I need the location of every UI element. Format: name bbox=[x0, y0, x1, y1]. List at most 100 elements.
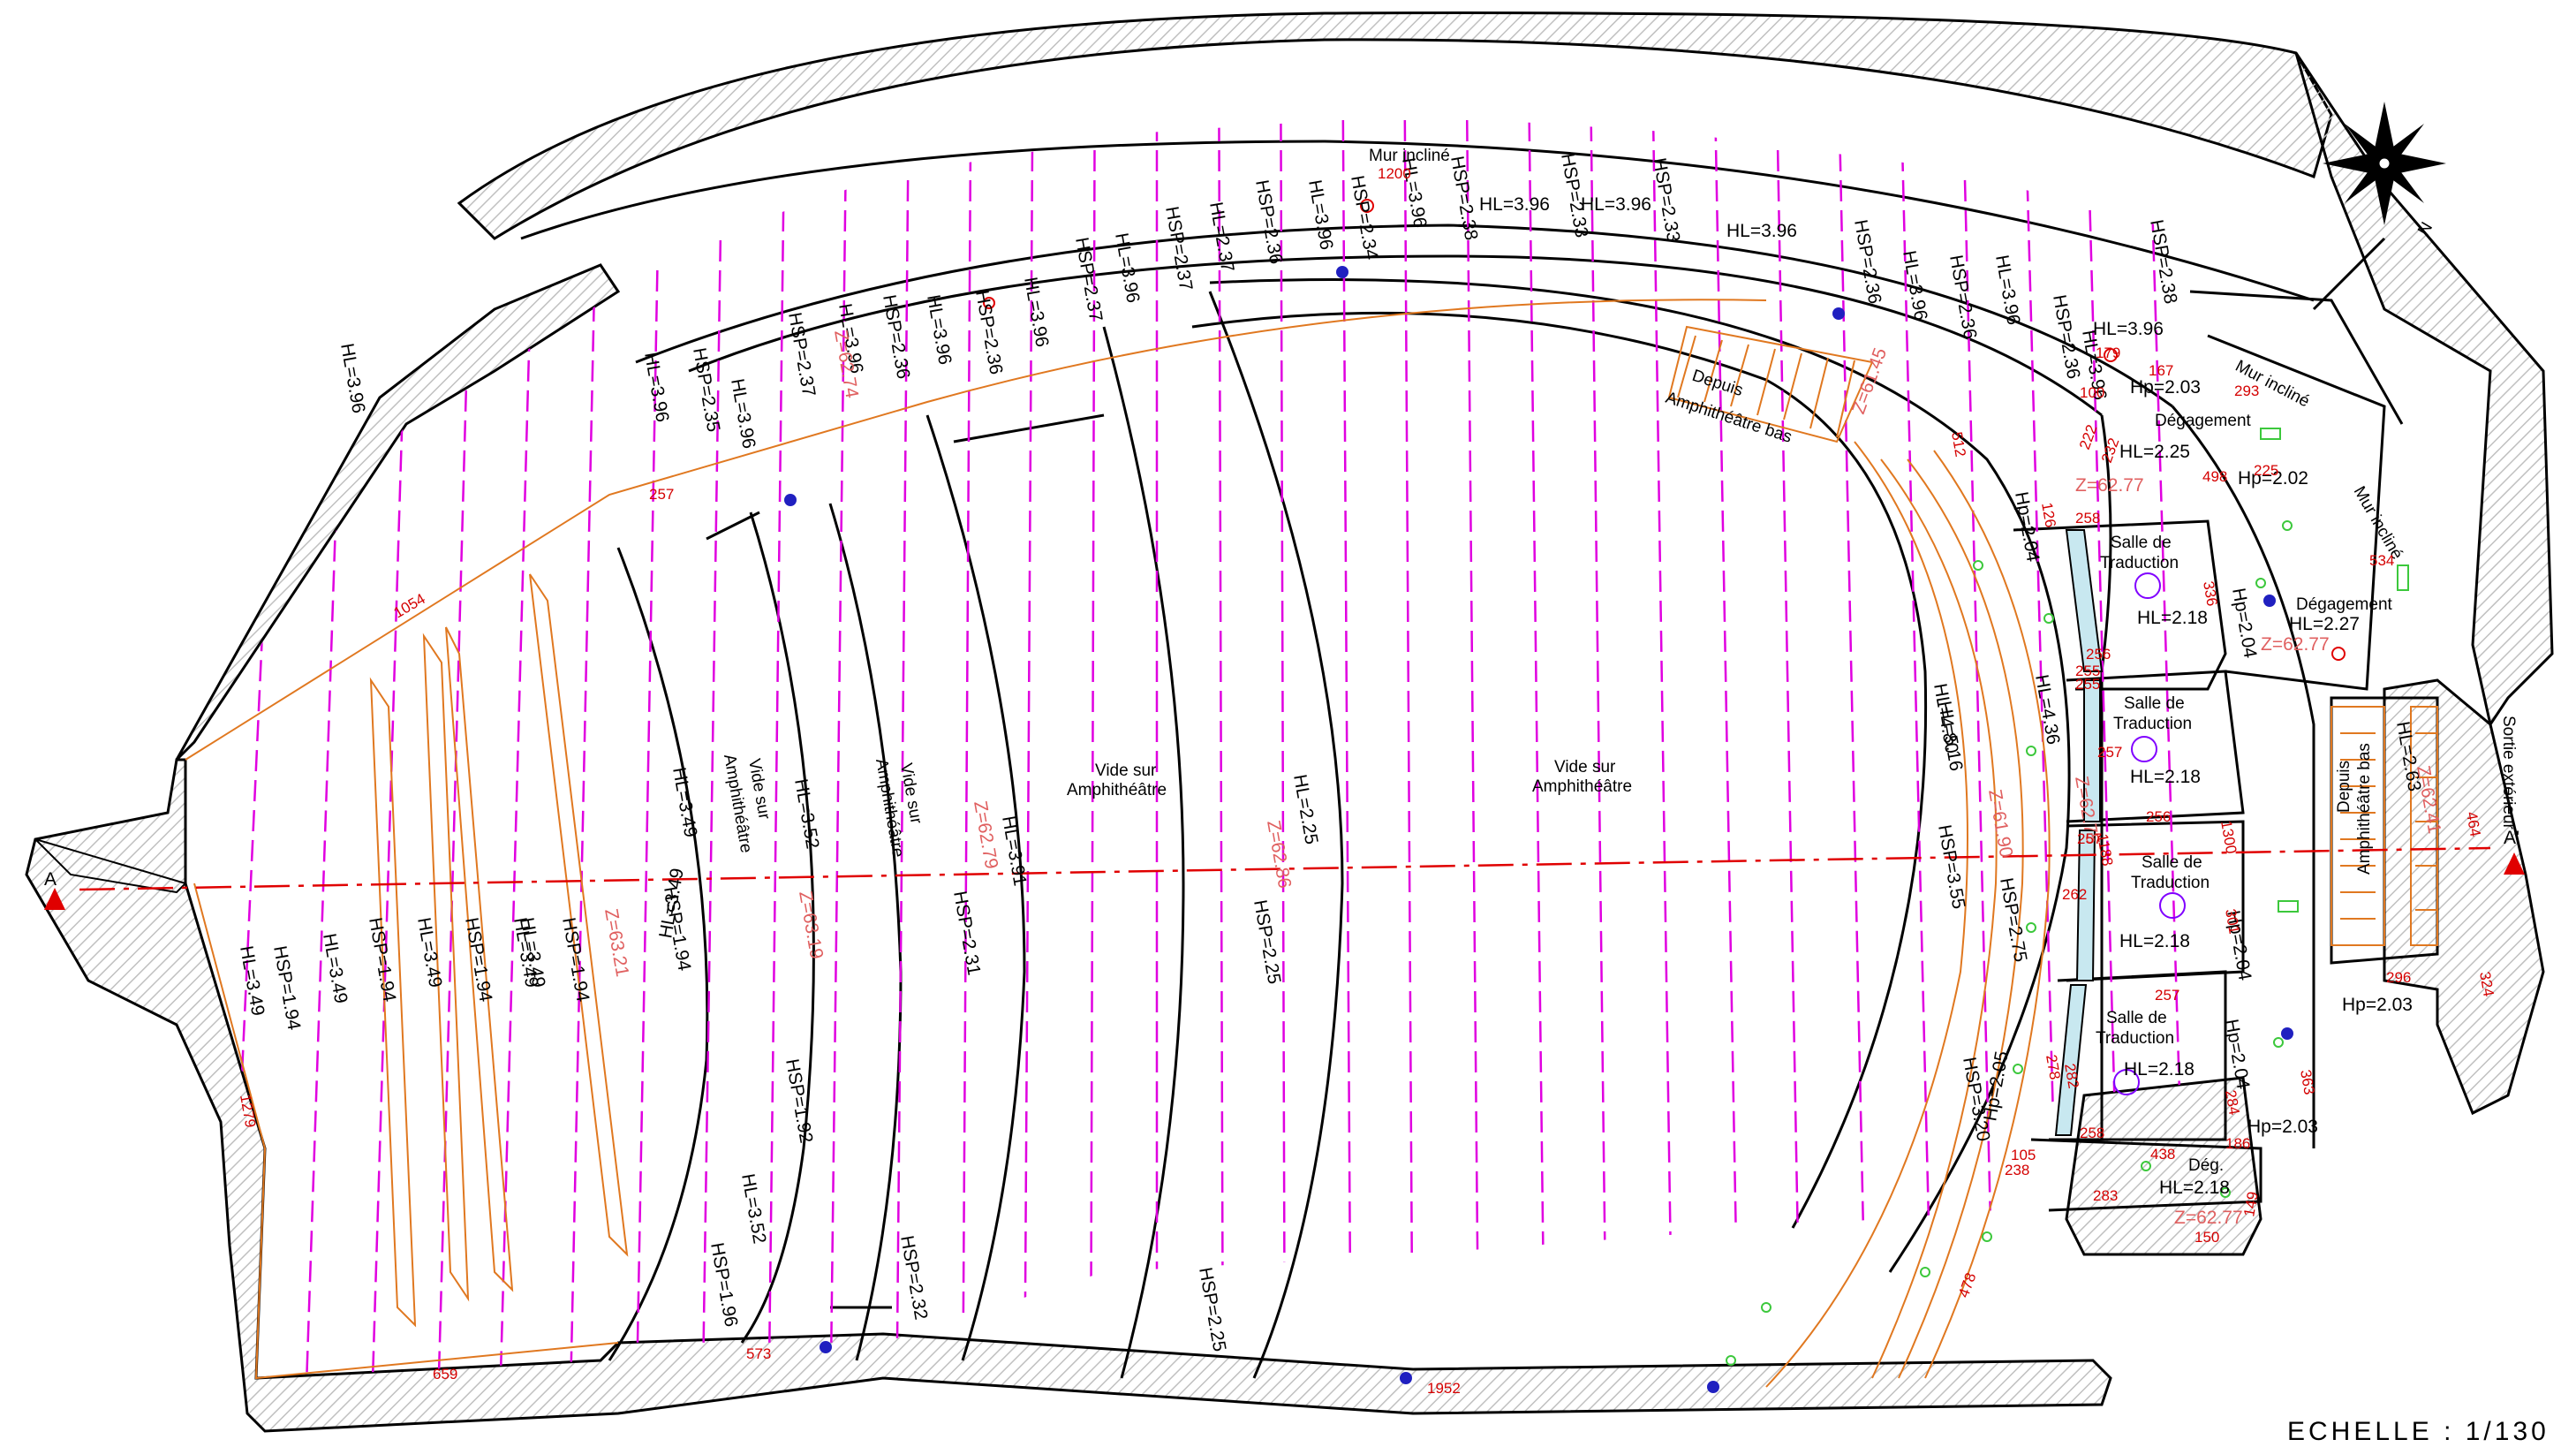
section-arrow-icon bbox=[2504, 852, 2525, 875]
dimension-label: 238 bbox=[2005, 1162, 2029, 1178]
height-label: Hp=2.04 bbox=[2011, 490, 2043, 564]
elevation-label: Z=62.77 bbox=[2261, 634, 2330, 655]
dimension-label: 105 bbox=[2011, 1147, 2036, 1163]
dimension-label: 126 bbox=[2038, 501, 2059, 528]
room-label: Sortie extérieur bbox=[2499, 716, 2518, 830]
dimension-label: 257 bbox=[2097, 744, 2122, 761]
height-label: HL=3.96 bbox=[2093, 319, 2164, 339]
height-label: HSP=2.36 bbox=[1850, 218, 1885, 306]
dimension-label: 498 bbox=[2202, 468, 2227, 485]
elevation-label: Z=62.77 bbox=[2174, 1208, 2243, 1228]
height-label: HL=3.49 bbox=[319, 932, 351, 1005]
room-label: Amphithéâtre bbox=[1532, 777, 1632, 796]
dimension-label: 573 bbox=[746, 1345, 771, 1362]
dimension-label: 278 bbox=[2043, 1053, 2064, 1080]
elevation-label: Z=61.90 bbox=[1984, 788, 2016, 859]
room-label: Traduction bbox=[2113, 715, 2192, 733]
section-mark-right: A' bbox=[2504, 828, 2519, 848]
height-label: HSP=2.25 bbox=[1250, 898, 1284, 986]
room-label: Salle de bbox=[2142, 853, 2202, 872]
dimension-label: 256 bbox=[2146, 808, 2171, 825]
dimension-label: 262 bbox=[2062, 886, 2087, 903]
room-label: Mur incliné bbox=[1369, 147, 1450, 165]
dimension-label: 296 bbox=[2386, 969, 2411, 986]
room-label: Vide sur bbox=[1554, 758, 1616, 777]
light-fixture-icon bbox=[2113, 572, 2186, 1095]
dimension-label: 186 bbox=[2225, 1135, 2250, 1152]
height-label: HSP=2.37 bbox=[784, 311, 819, 398]
height-label: HSP=2.36 bbox=[971, 289, 1006, 376]
dimension-label: 255 bbox=[2075, 663, 2100, 679]
room-label: Amphithéâtre bas bbox=[1663, 389, 1794, 447]
dimension-label: 257 bbox=[2155, 987, 2179, 1004]
compass-rose-icon bbox=[2323, 102, 2446, 225]
height-label: HL=4.36 bbox=[2031, 673, 2064, 746]
dimension-label: 225 bbox=[2254, 462, 2278, 479]
dimension-label: 255 bbox=[2075, 676, 2100, 693]
height-label: HL=2.18 bbox=[2137, 608, 2208, 628]
height-label: Hp=2.03 bbox=[2342, 995, 2413, 1015]
dimension-label: 258 bbox=[2075, 510, 2100, 527]
dimension-label: 478 bbox=[1955, 1270, 1980, 1299]
dimension-label: 1054 bbox=[391, 590, 428, 621]
height-label: HL=3.49 bbox=[669, 766, 701, 839]
stair-treads bbox=[1677, 335, 2437, 920]
height-label: HL=2.25 bbox=[1289, 773, 1322, 846]
height-label: HSP=2.38 bbox=[2146, 218, 2180, 306]
height-label: HSP=2.37 bbox=[1161, 205, 1196, 292]
room-label: Salle de bbox=[2111, 534, 2172, 552]
height-label: HSP=2.34 bbox=[1347, 174, 1381, 261]
section-line bbox=[44, 846, 2525, 910]
room-label: Salle de bbox=[2106, 1009, 2167, 1027]
height-label: Hp=2.03 bbox=[2247, 1117, 2318, 1137]
dimension-label: 659 bbox=[433, 1366, 457, 1383]
height-label: HSP=2.38 bbox=[1447, 155, 1481, 242]
green-markers bbox=[1726, 428, 2409, 1366]
room-label: Dégagement bbox=[2155, 412, 2252, 430]
elevation-label: Z=61.45 bbox=[1848, 345, 1891, 417]
height-label: HSP=1.96 bbox=[706, 1241, 741, 1329]
interior-walls bbox=[520, 140, 2439, 1379]
height-label: HL=3.96 bbox=[640, 351, 673, 424]
dimension-label: 284 bbox=[2222, 1088, 2243, 1116]
scale-label: ECHELLE : 1/130 bbox=[2287, 1417, 2550, 1446]
room-label: Dégagement bbox=[2296, 595, 2393, 614]
elevation-label: Z=62.79 bbox=[970, 799, 1001, 870]
dimension-label: 1952 bbox=[1427, 1380, 1461, 1397]
room-label: Traduction bbox=[2131, 874, 2210, 892]
dimension-label: 464 bbox=[2463, 810, 2484, 837]
dimension-label: 1300 bbox=[2217, 819, 2240, 855]
height-label: HL=3.49 bbox=[236, 944, 268, 1018]
height-label: HL=3.49 bbox=[413, 916, 446, 989]
height-label: HL=2.18 bbox=[2130, 767, 2201, 787]
section-mark-left: A bbox=[44, 869, 57, 890]
dimension-label: 301 bbox=[2222, 907, 2243, 935]
room-label: Depuis bbox=[2335, 761, 2353, 813]
dimension-label: 257 bbox=[649, 486, 674, 503]
height-label: HL=2.18 bbox=[2124, 1059, 2195, 1080]
dimension-label: 179 bbox=[2096, 345, 2120, 361]
dimension-label: 1200 bbox=[1378, 165, 1411, 182]
elevation-label: Z=62.77 bbox=[2075, 475, 2144, 496]
orange-stair-outlines bbox=[185, 299, 2438, 1388]
height-label: HL=3.96 bbox=[1991, 254, 2024, 327]
height-label: HL=3.96 bbox=[1304, 178, 1337, 252]
height-label: HL=3.52 bbox=[737, 1172, 770, 1246]
height-label: HSP=3.55 bbox=[1934, 823, 1968, 911]
height-label: HSP=1.94 bbox=[365, 916, 399, 1004]
height-label: Hp=2.03 bbox=[2130, 377, 2201, 398]
dimension-label: 283 bbox=[2093, 1187, 2118, 1204]
height-label: HL=2.27 bbox=[2289, 614, 2360, 634]
red-markers bbox=[983, 199, 2346, 661]
section-arrow-icon bbox=[44, 888, 65, 910]
height-label: HL=2.18 bbox=[2119, 931, 2190, 951]
height-label: HL=3.96 bbox=[1479, 194, 1550, 215]
height-label: HSP=2.75 bbox=[1996, 876, 2030, 964]
dimension-label: 324 bbox=[2476, 970, 2497, 997]
dimension-label: 336 bbox=[2200, 580, 2221, 607]
room-label: Dég. bbox=[2188, 1156, 2224, 1175]
height-label: HL=2.18 bbox=[2159, 1178, 2230, 1198]
dimension-label: 149 bbox=[2240, 1190, 2262, 1217]
height-label: HL=3.96 bbox=[727, 377, 759, 451]
